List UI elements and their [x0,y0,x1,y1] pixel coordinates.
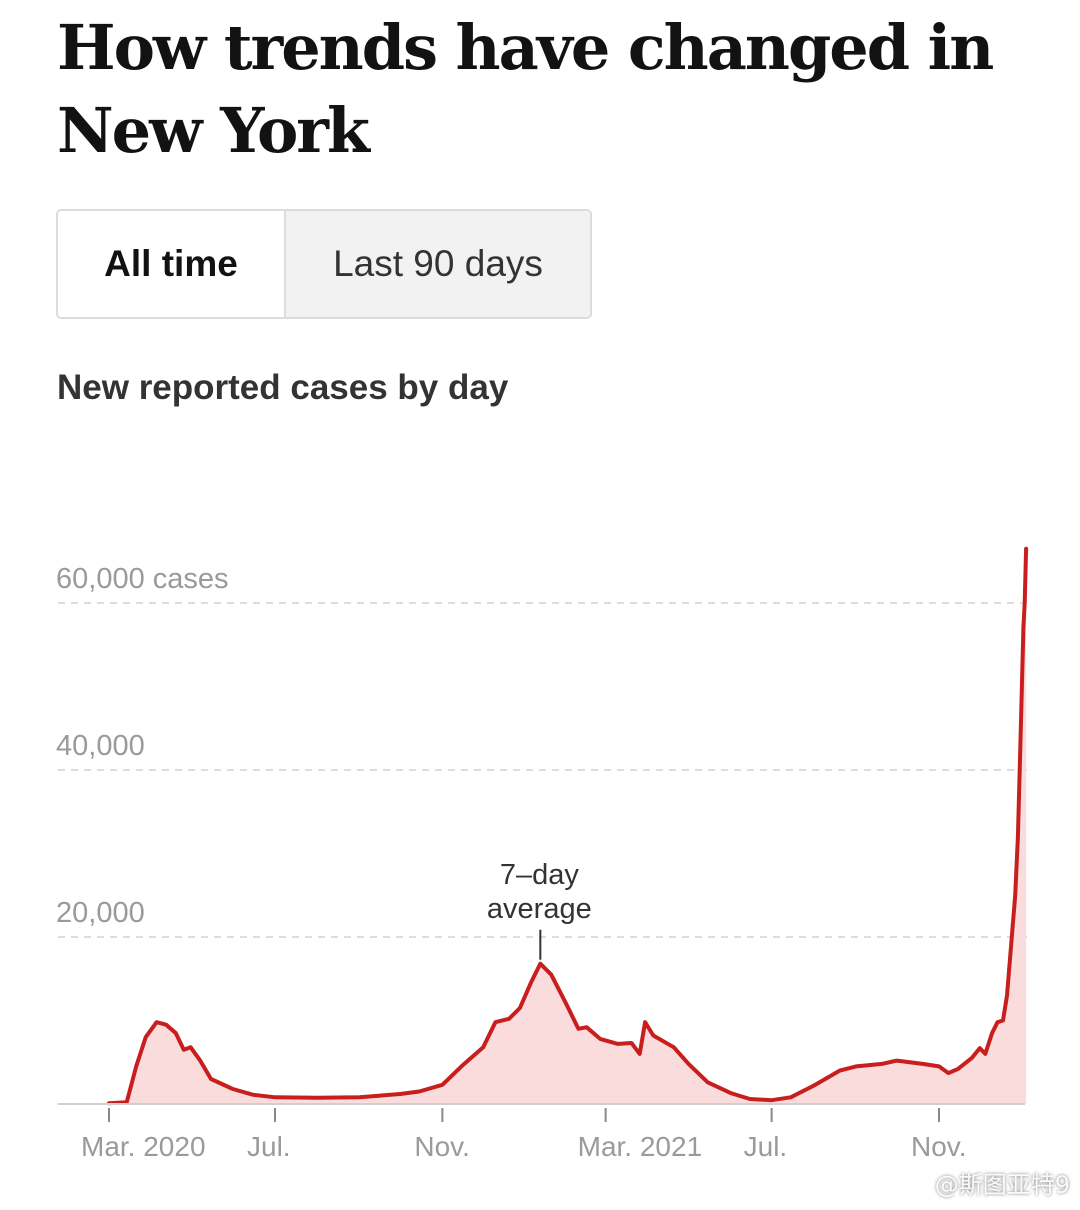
y-tick-label-20000: 20,000 [56,897,145,929]
page-title: How trends have changed in New York [57,11,994,167]
series-line-0 [107,546,1029,1106]
x-tick-label-1: Jul. [247,1131,291,1162]
x-tick-label-3: Mar. 2021 [578,1131,703,1162]
x-tick-label-0: Mar. 2020 [81,1131,206,1162]
x-tick-label-5: Nov. [911,1131,967,1162]
x-tick-label-2: Nov. [414,1131,470,1162]
annotation-label-0-0: 7–day [500,859,580,891]
tab-all-time[interactable]: All time [58,211,286,317]
y-tick-label-60000: 60,000 cases [56,563,229,595]
watermark: @斯图亚特9 [934,1171,1070,1199]
y-tick-label-40000: 40,000 [56,730,145,762]
x-tick-label-4: Jul. [744,1131,788,1162]
annotation-label-0-1: average [487,893,592,925]
series-area-0 [109,548,1027,1104]
tab-last-90-days[interactable]: Last 90 days [286,211,590,317]
time-range-toggle: All time Last 90 days [56,209,592,319]
chart-title: New reported cases by day [57,368,509,407]
